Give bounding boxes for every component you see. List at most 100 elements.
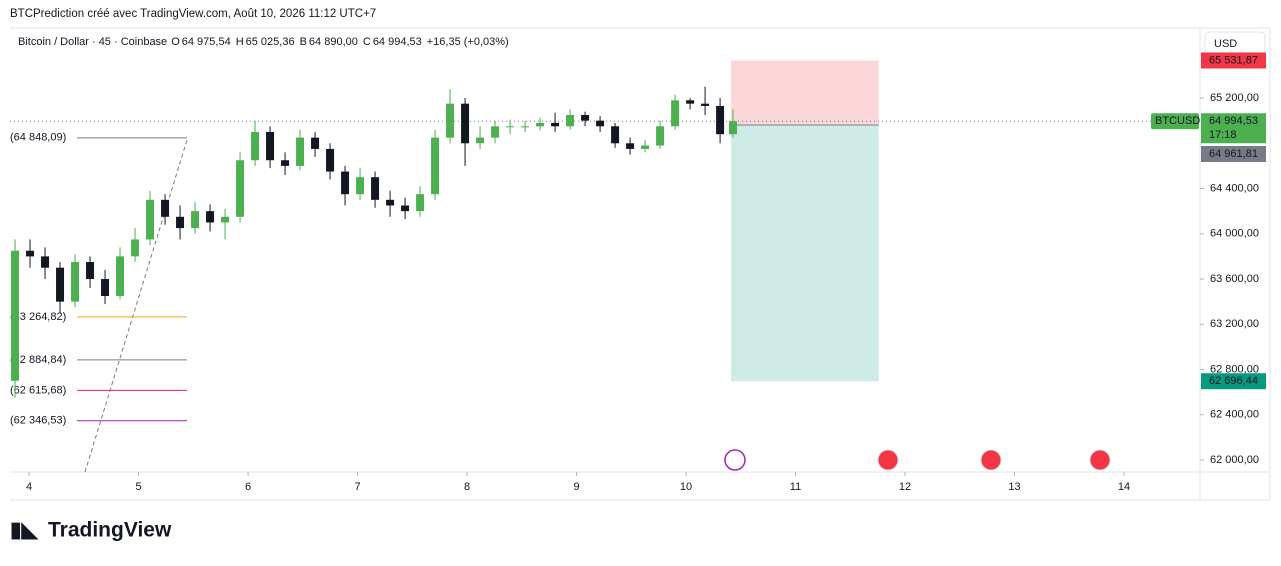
event-icon bbox=[877, 449, 899, 471]
x-tick-label: 4 bbox=[26, 481, 32, 493]
candle-body bbox=[236, 160, 245, 217]
candle-body bbox=[191, 211, 200, 229]
level-label: (62 615,68) bbox=[10, 384, 66, 396]
price-tag-label: 62 696,44 bbox=[1209, 375, 1258, 387]
countdown: 17:18 bbox=[1209, 129, 1237, 141]
candle-body bbox=[341, 171, 350, 195]
level-label: (62 884,84) bbox=[10, 354, 66, 366]
candle-body bbox=[56, 267, 65, 302]
event-icon bbox=[1089, 449, 1111, 471]
candle-body bbox=[206, 211, 215, 223]
branding: TradingView bbox=[48, 519, 172, 542]
symbol-tag-label: BTCUSD bbox=[1155, 115, 1200, 127]
logo: ▮◣ bbox=[10, 519, 40, 542]
candle-body bbox=[71, 262, 80, 302]
candle-body bbox=[416, 194, 425, 212]
price-tag-label: 65 531,87 bbox=[1209, 54, 1258, 66]
x-tick-label: 5 bbox=[135, 481, 141, 493]
trend-line bbox=[84, 139, 188, 473]
event-icon bbox=[724, 449, 746, 471]
candle-body bbox=[401, 205, 410, 212]
candle-body bbox=[296, 137, 305, 166]
y-tick-label: 63 200,00 bbox=[1210, 318, 1259, 330]
x-tick-label: 6 bbox=[245, 481, 251, 493]
symbol-tag bbox=[1151, 113, 1199, 130]
candle-body bbox=[461, 103, 470, 144]
candle-body bbox=[146, 199, 155, 240]
candle-body bbox=[281, 160, 290, 166]
legend-text: H bbox=[236, 36, 244, 48]
price-tag bbox=[1201, 52, 1266, 69]
x-tick-label: 11 bbox=[790, 481, 801, 493]
candle-body bbox=[386, 199, 395, 206]
x-tick-label: 8 bbox=[464, 481, 470, 493]
candle-body bbox=[581, 114, 590, 121]
candle-body bbox=[551, 122, 560, 127]
candle-body bbox=[611, 126, 620, 144]
caption: BTCPrediction créé avec TradingView.com,… bbox=[10, 8, 376, 20]
candle-body bbox=[716, 105, 725, 135]
candle-body bbox=[431, 137, 440, 195]
price-tag bbox=[1201, 373, 1266, 390]
price-tag bbox=[1201, 113, 1266, 144]
target-zone bbox=[730, 124, 879, 382]
legend-text: +16,35 (+0,03%) bbox=[427, 36, 509, 48]
candle-body bbox=[221, 216, 230, 223]
x-tick-label: 12 bbox=[899, 481, 911, 493]
candle-body bbox=[506, 126, 515, 128]
level-label: (64 848,09) bbox=[10, 132, 66, 144]
stop-zone bbox=[730, 60, 879, 125]
legend-text: 65 025,36 bbox=[246, 36, 295, 48]
candle-body bbox=[566, 114, 575, 127]
candle-body bbox=[701, 103, 710, 106]
y-tick-label: 62 000,00 bbox=[1210, 454, 1259, 466]
currency[interactable]: USD bbox=[1214, 38, 1237, 50]
candle-body bbox=[641, 145, 650, 149]
candle-body bbox=[491, 126, 500, 138]
x-tick-label: 14 bbox=[1118, 481, 1130, 493]
candle-body bbox=[686, 100, 695, 104]
candle-body bbox=[729, 121, 738, 135]
candle-body bbox=[41, 256, 50, 268]
candle-body bbox=[26, 250, 35, 257]
y-tick-label: 64 400,00 bbox=[1210, 182, 1259, 194]
candle-body bbox=[476, 137, 485, 144]
price-tag-label: 64 961,81 bbox=[1209, 148, 1258, 160]
price-tag bbox=[1201, 145, 1266, 162]
candle-body bbox=[266, 131, 275, 161]
y-tick-label: 63 600,00 bbox=[1210, 273, 1259, 285]
candle-body bbox=[371, 177, 380, 200]
level-label: (62 346,53) bbox=[10, 415, 66, 427]
y-tick-label: 62 800,00 bbox=[1210, 363, 1259, 375]
candle-body bbox=[326, 148, 335, 172]
candle-body bbox=[251, 131, 260, 161]
candle-body bbox=[596, 120, 605, 127]
candle-body bbox=[86, 262, 95, 280]
candle-body bbox=[311, 137, 320, 149]
x-tick-label: 9 bbox=[573, 481, 579, 493]
level-label: (63 264,82) bbox=[10, 311, 66, 323]
candle-body bbox=[11, 250, 20, 381]
event-icons bbox=[724, 449, 1111, 471]
candle-body bbox=[116, 256, 125, 296]
y-tick-label: 62 400,00 bbox=[1210, 409, 1259, 421]
candle-body bbox=[626, 143, 635, 149]
candle-body bbox=[131, 239, 140, 257]
y-tick-label: 65 200,00 bbox=[1210, 92, 1259, 104]
candle-body bbox=[656, 126, 665, 146]
candle-body bbox=[521, 126, 530, 128]
event-icon bbox=[980, 449, 1002, 471]
candle-body bbox=[176, 216, 185, 229]
legend-text: B bbox=[300, 36, 307, 48]
legend-text: 64 975,54 bbox=[182, 36, 231, 48]
x-tick-label: 13 bbox=[1008, 481, 1020, 493]
x-tick-label: 7 bbox=[354, 481, 360, 493]
y-tick-label: 64 000,00 bbox=[1210, 228, 1259, 240]
legend-text: 64 890,00 bbox=[309, 36, 358, 48]
candle-body bbox=[161, 199, 170, 217]
legend-text: Bitcoin / Dollar · 45 · Coinbase bbox=[18, 36, 167, 48]
legend-text: C bbox=[363, 36, 371, 48]
